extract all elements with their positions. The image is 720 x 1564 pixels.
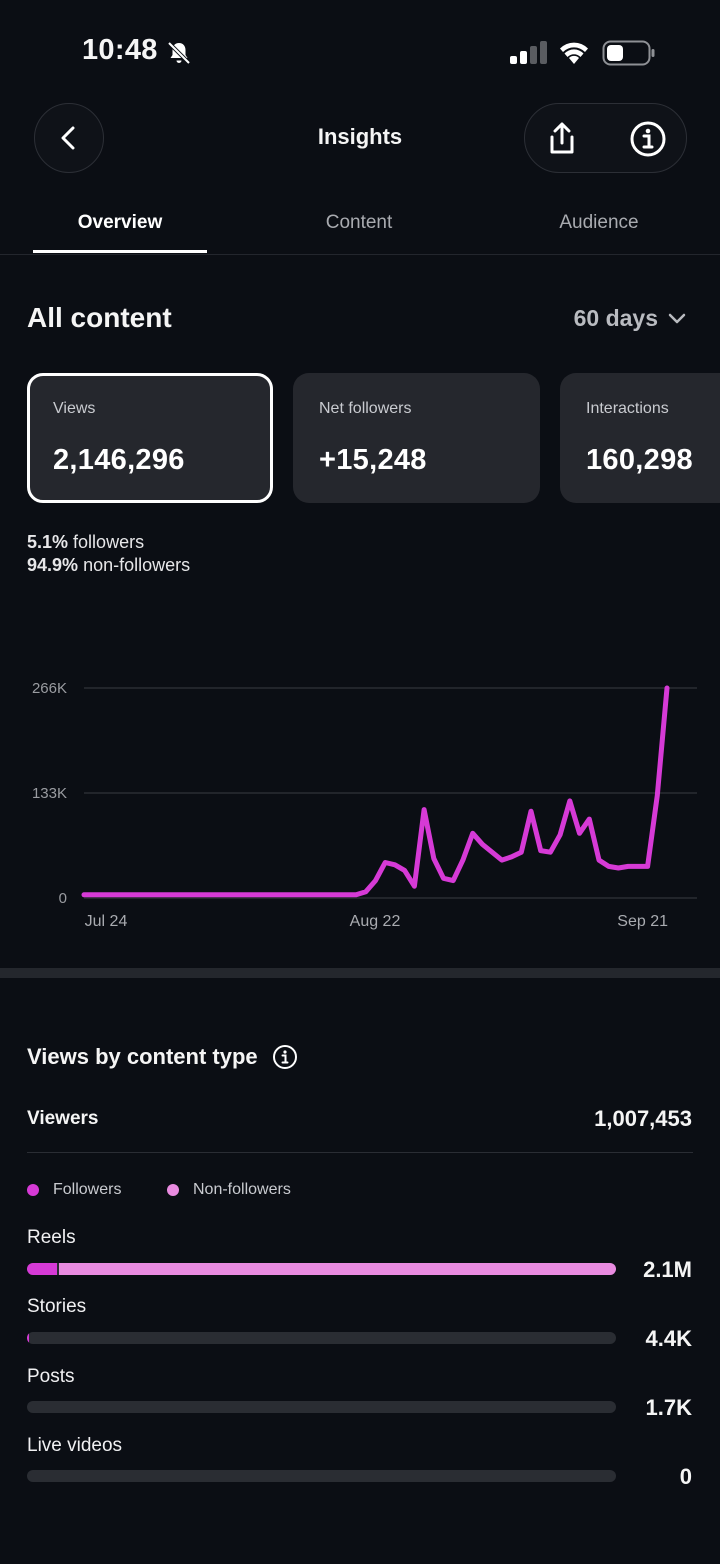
viewers-value: 1,007,453 <box>594 1106 692 1131</box>
views-line-chart: 266K 133K 0 Jul 24 Aug 22 Sep 21 <box>32 680 697 930</box>
metric-card-views[interactable]: Views 2,146,296 <box>27 373 273 503</box>
row-value-live-videos: 0 <box>679 1464 692 1489</box>
chevron-left-icon <box>61 126 75 150</box>
nonfollowers-label: non-followers <box>83 555 191 575</box>
tab-overview[interactable]: Overview <box>77 212 163 233</box>
share-icon[interactable] <box>543 120 581 158</box>
metric-card-interactions[interactable]: Interactions 160,298 <box>560 373 720 503</box>
date-range-selector[interactable]: 60 days <box>574 305 686 332</box>
legend-nonfollowers: Non-followers <box>167 1181 291 1199</box>
row-value-reels: 2.1M <box>643 1257 692 1282</box>
bar-segment-followers <box>27 1332 29 1344</box>
info-icon[interactable] <box>629 120 667 158</box>
x-tick-label: Jul 24 <box>85 913 128 930</box>
legend-label: Non-followers <box>193 1181 291 1198</box>
bar-segment-followers <box>27 1263 58 1275</box>
bar-stories <box>27 1332 616 1344</box>
row-label-stories: Stories <box>27 1296 87 1317</box>
active-tab-indicator <box>33 250 207 253</box>
tab-audience[interactable]: Audience <box>559 212 639 233</box>
date-range-label: 60 days <box>573 305 658 331</box>
bar-live-videos <box>27 1470 616 1482</box>
info-icon[interactable] <box>272 1044 298 1070</box>
metric-value: +15,248 <box>319 444 427 476</box>
x-tick-label: Sep 21 <box>617 913 668 930</box>
back-button[interactable] <box>34 103 104 173</box>
x-tick-label: Aug 22 <box>350 913 401 930</box>
row-label-posts: Posts <box>27 1366 75 1387</box>
followers-pct: 5.1% <box>27 532 69 552</box>
y-tick-label: 266K <box>32 680 67 697</box>
status-time: 10:48 <box>82 34 158 66</box>
row-value-stories: 4.4K <box>645 1326 692 1351</box>
followers-label: followers <box>73 532 145 552</box>
section-title: All content <box>27 302 172 333</box>
wifi-icon <box>560 42 588 64</box>
row-label-live-videos: Live videos <box>27 1435 123 1456</box>
tab-divider <box>0 254 720 255</box>
content-type-title: Views by content type <box>27 1044 298 1070</box>
viewers-divider <box>27 1152 693 1153</box>
y-tick-label: 0 <box>59 890 67 907</box>
section-divider <box>0 968 720 978</box>
bar-reels <box>27 1263 616 1275</box>
viewers-label: Viewers <box>27 1108 99 1129</box>
metric-card-net-followers[interactable]: Net followers +15,248 <box>293 373 540 503</box>
battery-icon <box>602 40 655 66</box>
signal-icon <box>510 41 547 64</box>
legend-label: Followers <box>53 1181 122 1198</box>
page-title: Insights <box>317 124 403 149</box>
metric-value: 2,146,296 <box>53 444 185 476</box>
metric-label: Views <box>53 400 96 417</box>
tab-content[interactable]: Content <box>325 212 393 233</box>
metric-label: Interactions <box>586 400 669 417</box>
row-label-reels: Reels <box>27 1227 76 1248</box>
metric-label: Net followers <box>319 400 412 417</box>
legend-dot <box>167 1184 179 1196</box>
legend-followers: Followers <box>27 1181 121 1199</box>
row-value-posts: 1.7K <box>645 1395 692 1420</box>
nonfollowers-pct: 94.9% <box>27 555 79 575</box>
nonfollowers-share: 94.9% non-followers <box>27 555 190 576</box>
legend-dot <box>27 1184 39 1196</box>
bar-posts <box>27 1401 616 1413</box>
views-series-line <box>81 685 670 898</box>
content-type-title-text: Views by content type <box>27 1044 258 1069</box>
y-tick-label: 133K <box>32 785 67 802</box>
metric-value: 160,298 <box>586 444 693 476</box>
bell-muted-icon <box>167 41 191 65</box>
bar-segment-nonfollowers <box>59 1263 616 1275</box>
header-actions <box>524 103 687 173</box>
followers-share: 5.1% followers <box>27 532 144 553</box>
chevron-down-icon <box>668 313 686 323</box>
